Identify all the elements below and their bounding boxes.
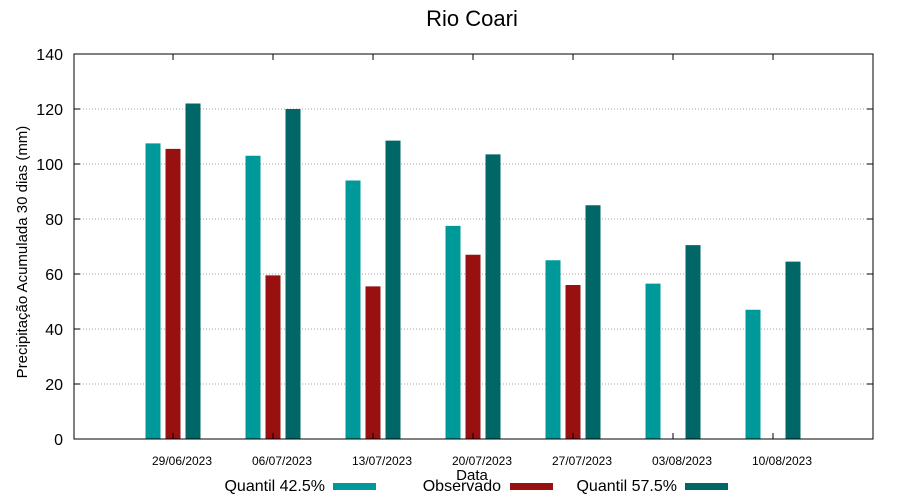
bar-observado <box>365 286 381 439</box>
x-tick-label: 29/06/2023 <box>152 454 212 468</box>
bar-observado <box>165 148 181 439</box>
legend: Quantil 42.5% Observado Quantil 57.5% <box>224 478 728 495</box>
bars <box>145 103 801 439</box>
bar-quantil-57-5- <box>285 109 301 439</box>
bar-quantil-42-5- <box>445 225 461 439</box>
y-axis: 0 20 40 60 80 100 120 140 <box>36 47 873 449</box>
x-tick-label: 20/07/2023 <box>452 454 512 468</box>
bar-observado <box>265 275 281 439</box>
legend-label: Quantil 42.5% <box>224 478 325 495</box>
legend-label: Observado <box>423 478 501 495</box>
y-tick-label: 140 <box>36 47 63 64</box>
x-axis: 29/06/2023 06/07/2023 13/07/2023 20/07/2023… <box>152 54 812 468</box>
bar-quantil-42-5- <box>645 283 661 439</box>
x-axis-label: Data <box>456 467 488 484</box>
chart-title: Rio Coari <box>426 6 518 31</box>
legend-swatch <box>510 483 553 490</box>
bar-quantil-57-5- <box>785 261 801 439</box>
legend-swatch <box>333 483 376 490</box>
bar-quantil-57-5- <box>585 205 601 439</box>
y-tick-label: 40 <box>45 322 63 339</box>
y-tick-label: 0 <box>54 432 63 449</box>
x-tick-label: 06/07/2023 <box>252 454 312 468</box>
y-tick-label: 60 <box>45 267 63 284</box>
y-tick-label: 120 <box>36 102 63 119</box>
x-tick-label: 27/07/2023 <box>552 454 612 468</box>
x-tick-label: 13/07/2023 <box>352 454 412 468</box>
bar-quantil-42-5- <box>145 143 161 439</box>
y-tick-label: 80 <box>45 212 63 229</box>
bar-quantil-42-5- <box>745 309 761 439</box>
bar-observado <box>465 254 481 439</box>
bar-quantil-42-5- <box>345 180 361 439</box>
bar-quantil-57-5- <box>685 245 701 439</box>
x-tick-label: 10/08/2023 <box>752 454 812 468</box>
y-tick-label: 100 <box>36 157 63 174</box>
legend-label: Quantil 57.5% <box>576 478 677 495</box>
y-tick-label: 20 <box>45 377 63 394</box>
legend-swatch <box>685 483 728 490</box>
x-tick-label: 03/08/2023 <box>652 454 712 468</box>
bar-quantil-57-5- <box>385 140 401 439</box>
y-axis-label: Precipitação Acumulada 30 dias (mm) <box>14 126 31 379</box>
bar-quantil-57-5- <box>185 103 201 439</box>
bar-observado <box>565 285 581 439</box>
bar-quantil-57-5- <box>485 154 501 439</box>
bar-quantil-42-5- <box>545 260 561 439</box>
bar-quantil-42-5- <box>245 155 261 439</box>
